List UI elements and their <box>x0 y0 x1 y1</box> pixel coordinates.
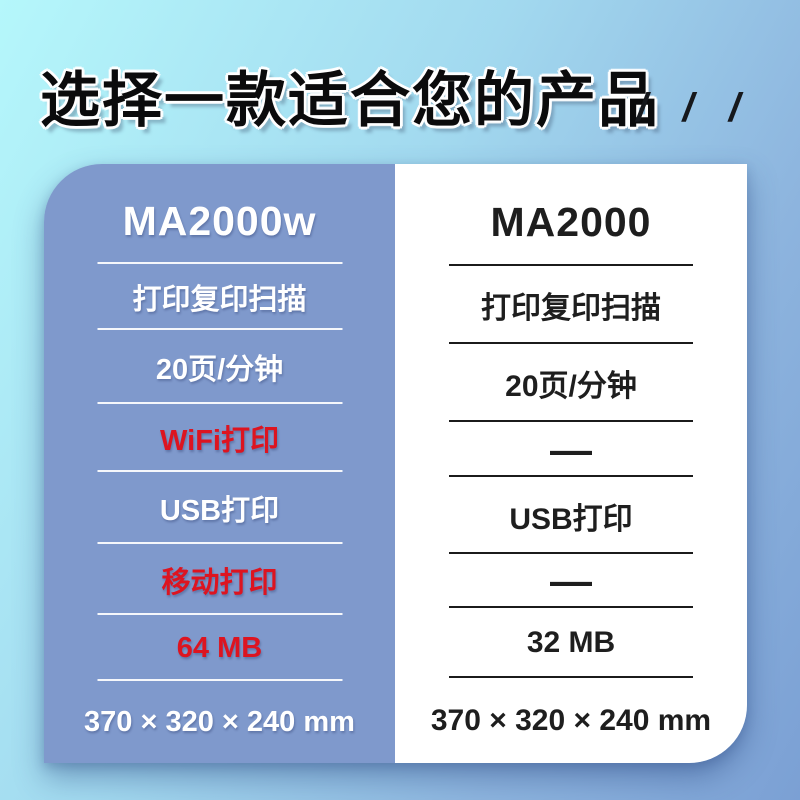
spec-row-usb: USB打印 <box>395 477 747 554</box>
model-name-ma2000: MA2000 <box>395 164 747 266</box>
product-card-ma2000: MA2000 打印复印扫描 20页/分钟 — USB打印 — 32 MB 370… <box>395 164 747 763</box>
spec-value-speed: 20页/分钟 <box>155 354 284 386</box>
spec-row-functions: 打印复印扫描 <box>395 266 747 344</box>
product-card-ma2000w: MA2000w 打印复印扫描 20页/分钟 WiFi打印 USB打印 移动打印 … <box>44 164 395 763</box>
spec-value-dimensions: 370 × 320 × 240 mm <box>84 705 355 738</box>
spec-value-speed: 20页/分钟 <box>505 370 637 403</box>
model-name-ma2000w: MA2000w <box>44 164 395 264</box>
spec-row-memory: 64 MB <box>44 615 395 681</box>
spec-row-wifi-unavailable: — <box>395 422 747 477</box>
spec-value-memory: 32 MB <box>526 626 616 659</box>
spec-value-functions: 打印复印扫描 <box>481 292 661 325</box>
product-comparison-table: MA2000w 打印复印扫描 20页/分钟 WiFi打印 USB打印 移动打印 … <box>44 164 747 763</box>
spec-row-memory: 32 MB <box>395 608 747 678</box>
spec-row-mobile: 移动打印 <box>44 544 395 615</box>
spec-value-usb: USB打印 <box>509 502 633 536</box>
spec-value-functions: 打印复印扫描 <box>132 284 307 316</box>
spec-row-dimensions: 370 × 320 × 240 mm <box>395 678 747 763</box>
spec-value-dimensions: 370 × 320 × 240 mm <box>430 703 712 737</box>
page-title: 选择一款适合您的产品 <box>40 66 660 134</box>
spec-row-mobile-unavailable: — <box>395 554 747 608</box>
decorative-slashes: / / / <box>636 86 752 130</box>
spec-row-functions: 打印复印扫描 <box>44 264 395 330</box>
spec-value-wifi: WiFi打印 <box>160 425 279 457</box>
spec-value-usb: USB打印 <box>159 495 280 527</box>
spec-row-speed: 20页/分钟 <box>395 344 747 422</box>
spec-row-dimensions: 370 × 320 × 240 mm <box>44 681 395 763</box>
spec-row-usb: USB打印 <box>44 472 395 544</box>
spec-row-wifi: WiFi打印 <box>44 404 395 472</box>
header: 选择一款适合您的产品 / / / <box>40 52 760 138</box>
spec-row-speed: 20页/分钟 <box>44 330 395 404</box>
spec-value-memory: 64 MB <box>176 631 263 664</box>
spec-value-mobile: 移动打印 <box>161 566 278 599</box>
